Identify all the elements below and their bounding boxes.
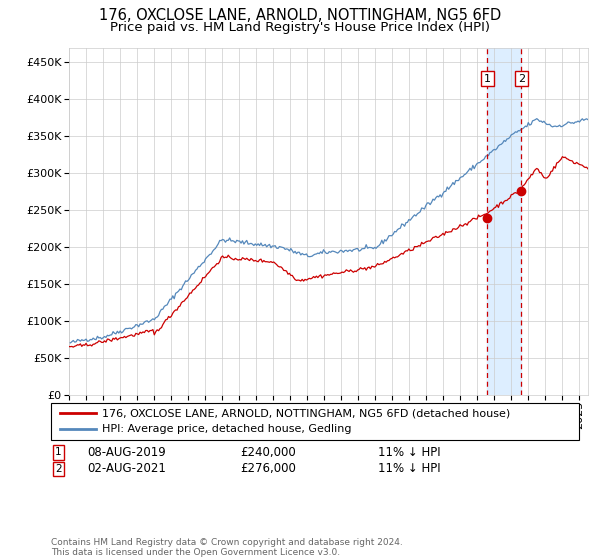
Text: 11% ↓ HPI: 11% ↓ HPI [378,446,440,459]
Text: £240,000: £240,000 [240,446,296,459]
Text: 1: 1 [484,73,491,83]
Text: Price paid vs. HM Land Registry's House Price Index (HPI): Price paid vs. HM Land Registry's House … [110,21,490,34]
Bar [487,48,521,395]
Text: £276,000: £276,000 [240,462,296,475]
Text: 176, OXCLOSE LANE, ARNOLD, NOTTINGHAM, NG5 6FD (detached house): 176, OXCLOSE LANE, ARNOLD, NOTTINGHAM, N… [102,408,510,418]
Text: 08-AUG-2019: 08-AUG-2019 [87,446,166,459]
Text: Contains HM Land Registry data © Crown copyright and database right 2024.
This d: Contains HM Land Registry data © Crown c… [51,538,403,557]
Text: 176, OXCLOSE LANE, ARNOLD, NOTTINGHAM, NG5 6FD: 176, OXCLOSE LANE, ARNOLD, NOTTINGHAM, N… [99,8,501,24]
Text: 1: 1 [55,447,62,458]
Text: 2: 2 [518,73,525,83]
Text: HPI: Average price, detached house, Gedling: HPI: Average price, detached house, Gedl… [102,424,352,435]
Text: 11% ↓ HPI: 11% ↓ HPI [378,462,440,475]
Text: 2: 2 [55,464,62,474]
Text: 02-AUG-2021: 02-AUG-2021 [87,462,166,475]
